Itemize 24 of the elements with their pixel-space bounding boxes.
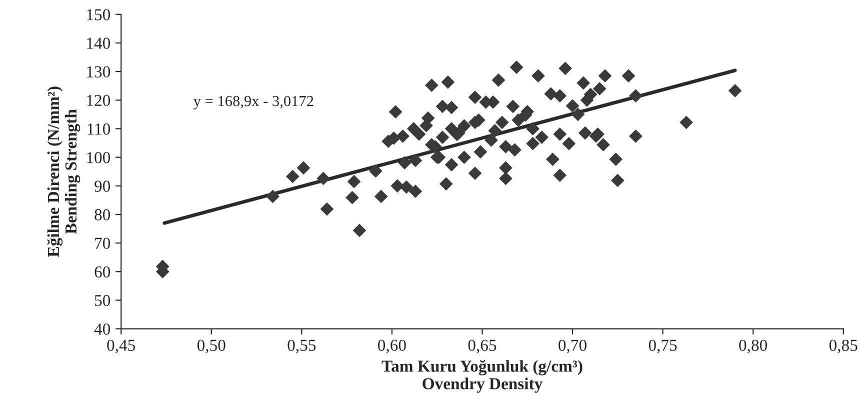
- x-tick-label: 0,45: [107, 340, 136, 354]
- y-tick-label: 150: [87, 9, 110, 20]
- y-tick-label: 60: [94, 266, 110, 278]
- annotation: y = 168,9x - 3,0172: [194, 96, 314, 110]
- y-tick-label: 80: [94, 209, 110, 220]
- y-tick-label: 90: [94, 180, 110, 192]
- y-tick-label: 120: [87, 94, 110, 106]
- y-tick-label: 130: [87, 66, 110, 78]
- x-axis-title: Tam Kuru Yoğunluk (g/cm³) Ovendry Density: [382, 360, 582, 393]
- x-tick-label: 0,85: [829, 340, 858, 354]
- y-tick-label: 50: [94, 294, 110, 306]
- y-tick-label: 140: [87, 38, 110, 49]
- x-tick-label: 0,55: [288, 340, 316, 354]
- x-tick-label: 0,70: [558, 340, 586, 354]
- x-tick-label: 0,60: [378, 340, 406, 354]
- x-tick-label: 0,65: [468, 340, 496, 354]
- x-tick-label: 0,50: [197, 340, 226, 354]
- y-axis-title: Eğilme Direnci (N/mm²) Bending Strength: [47, 86, 80, 257]
- x-tick-label: 0,80: [739, 340, 768, 354]
- y-tick-label: 70: [95, 238, 110, 249]
- y-tick-label: 40: [94, 324, 110, 335]
- y-tick-label: 100: [87, 152, 110, 164]
- x-tick-label: 0,75: [648, 340, 677, 354]
- y-tick-label: 110: [88, 123, 110, 135]
